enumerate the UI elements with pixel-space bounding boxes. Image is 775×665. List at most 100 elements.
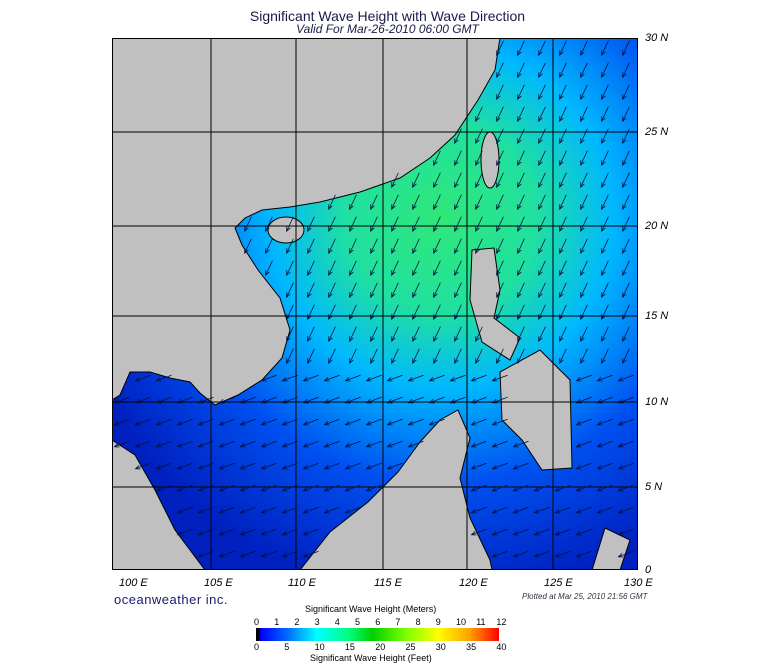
wave-direction-arrow (496, 84, 504, 101)
wave-direction-arrow (281, 528, 298, 536)
sulawesi-landmass (591, 527, 631, 570)
wave-direction-arrow (601, 238, 609, 255)
wave-direction-arrow (475, 194, 483, 211)
wave-direction-arrow (470, 418, 487, 426)
wave-direction-arrow (517, 238, 525, 255)
wave-direction-arrow (391, 194, 399, 211)
wave-direction-arrow (496, 150, 504, 167)
wave-direction-arrow (601, 62, 609, 79)
wave-direction-arrow (260, 440, 277, 448)
wave-direction-arrow (344, 440, 361, 448)
wave-direction-arrow (365, 484, 382, 492)
wave-direction-arrow (512, 506, 529, 514)
wave-direction-arrow (491, 550, 508, 558)
wave-direction-arrow (517, 172, 525, 189)
wave-direction-arrow (365, 374, 382, 382)
wave-direction-arrow (433, 238, 441, 255)
lat-label: 20 N (645, 220, 669, 232)
wave-direction-arrow (580, 128, 588, 145)
wave-direction-arrow (328, 304, 336, 321)
wave-direction-arrow (601, 84, 609, 101)
wave-direction-arrow (538, 40, 546, 57)
wave-direction-arrow (538, 62, 546, 79)
wave-direction-arrow (622, 84, 630, 101)
wave-direction-arrow (559, 62, 567, 79)
wave-direction-arrow (601, 150, 609, 167)
wave-direction-arrow (328, 216, 336, 233)
wave-direction-arrow (512, 462, 529, 470)
wave-direction-arrow (349, 260, 357, 277)
wave-direction-arrow (113, 440, 130, 448)
wave-direction-arrow (239, 528, 256, 536)
wave-direction-arrow (134, 462, 151, 470)
wave-direction-arrow (517, 62, 525, 79)
wave-direction-arrow (307, 326, 315, 343)
wave-direction-arrow (517, 40, 525, 57)
plotted-time: Plotted at Mar 25, 2010 21:56 GMT (522, 592, 648, 601)
wave-direction-arrow (302, 374, 319, 382)
wave-direction-arrow (533, 506, 550, 514)
wave-direction-arrow (386, 462, 403, 470)
wave-direction-arrow (286, 282, 294, 299)
wave-direction-arrow (155, 440, 172, 448)
wave-direction-arrow (559, 304, 567, 321)
wave-direction-arrow (286, 238, 294, 255)
wave-direction-arrow (559, 348, 567, 365)
wave-direction-arrow (559, 128, 567, 145)
wave-direction-arrow (491, 462, 508, 470)
wave-direction-arrow (454, 260, 462, 277)
wave-direction-arrow (113, 396, 130, 404)
wave-direction-arrow (449, 396, 466, 404)
meters-tick: 5 (355, 617, 361, 627)
wave-direction-arrow (470, 374, 487, 382)
wave-direction-arrow (622, 194, 630, 211)
wave-direction-arrow (391, 172, 399, 189)
wave-direction-arrow (601, 216, 609, 233)
wave-direction-arrow (391, 260, 399, 277)
lat-label: 30 N (645, 32, 669, 44)
wave-direction-arrow (197, 550, 214, 558)
wave-direction-arrow (580, 106, 588, 123)
wave-direction-arrow (559, 106, 567, 123)
wave-direction-arrow (538, 150, 546, 167)
malay-peninsula-landmass (112, 439, 206, 570)
wave-direction-arrow (302, 550, 319, 558)
wave-direction-arrow (433, 348, 441, 365)
wave-direction-arrow (596, 374, 613, 382)
wave-direction-arrow (475, 326, 483, 343)
wave-direction-arrow (323, 440, 340, 448)
luzon-landmass (469, 247, 521, 361)
wave-direction-arrow (622, 128, 630, 145)
wave-direction-arrow (617, 528, 634, 536)
wave-direction-arrow (349, 304, 357, 321)
wave-direction-arrow (239, 506, 256, 514)
wave-direction-arrow (307, 348, 315, 365)
wave-direction-arrow (596, 462, 613, 470)
wave-direction-arrow (470, 462, 487, 470)
wave-direction-arrow (386, 374, 403, 382)
wave-direction-arrow (344, 506, 361, 514)
wave-direction-arrow (512, 440, 529, 448)
wave-direction-arrow (365, 440, 382, 448)
wave-direction-arrow (580, 238, 588, 255)
brand-logo-text: oceanweather inc. (114, 592, 229, 607)
wave-direction-arrow (475, 216, 483, 233)
wave-direction-arrow (533, 550, 550, 558)
wave-direction-arrow (622, 304, 630, 321)
meters-tick: 7 (395, 617, 401, 627)
wave-direction-arrow (370, 326, 378, 343)
wave-direction-arrow (575, 462, 592, 470)
wave-direction-arrow (134, 418, 151, 426)
wave-direction-arrow (302, 528, 319, 536)
wave-direction-arrow (344, 484, 361, 492)
wave-direction-arrow (370, 348, 378, 365)
colorbar-meters-title: Significant Wave Height (Meters) (305, 604, 437, 614)
wave-direction-arrow (155, 418, 172, 426)
wave-direction-arrow (428, 418, 445, 426)
lon-label: 115 E (374, 577, 402, 589)
wave-direction-arrow (370, 216, 378, 233)
wave-direction-arrow (622, 260, 630, 277)
wave-direction-arrow (197, 462, 214, 470)
meters-tick: 9 (435, 617, 441, 627)
meters-tick: 1 (274, 617, 280, 627)
